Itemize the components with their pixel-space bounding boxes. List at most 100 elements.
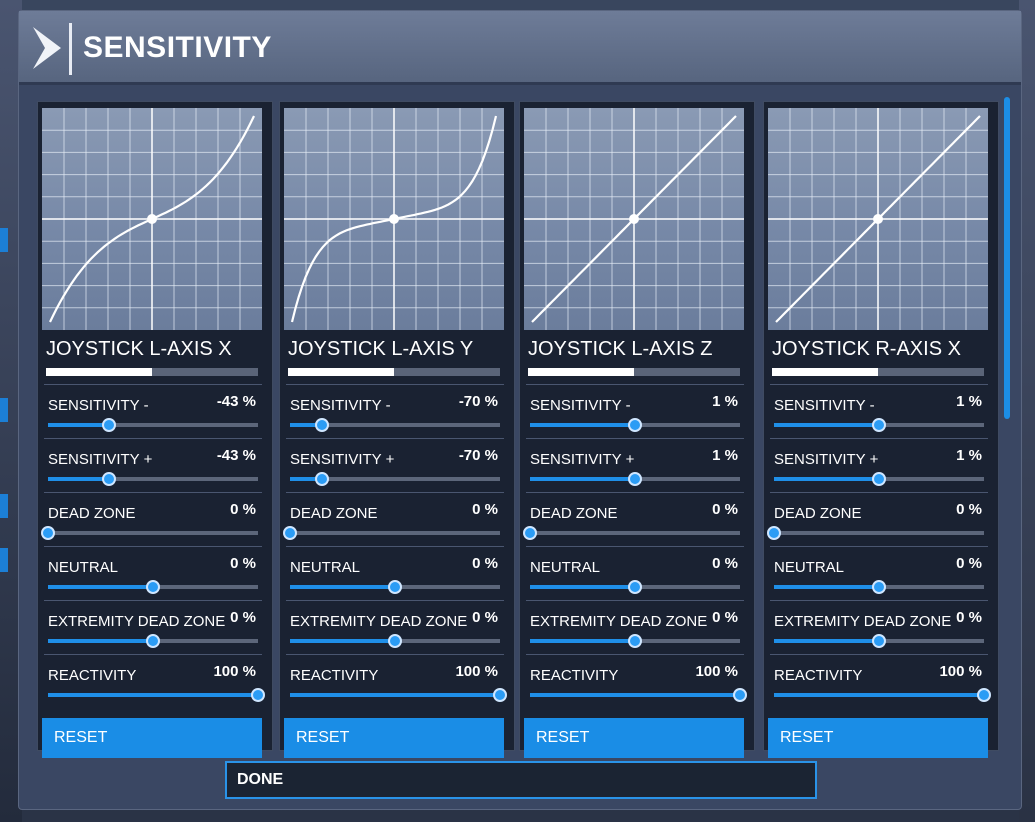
slider-knob[interactable] xyxy=(101,472,116,486)
slider-track[interactable] xyxy=(774,634,984,648)
setting-extremity-dead-zone: EXTREMITY DEAD ZONE 0 % xyxy=(44,600,262,654)
setting-reactivity: REACTIVITY 100 % xyxy=(44,654,265,708)
slider-knob[interactable] xyxy=(41,526,55,540)
slider-knob[interactable] xyxy=(733,688,747,702)
slider-knob[interactable] xyxy=(628,634,642,648)
background-left xyxy=(0,0,22,822)
axis-name: JOYSTICK R-AXIS X xyxy=(772,338,961,360)
slider-knob[interactable] xyxy=(146,580,160,594)
setting-label: REACTIVITY xyxy=(530,667,619,684)
setting-value: 0 % xyxy=(712,501,738,518)
slider-track[interactable] xyxy=(41,526,258,540)
slider-fill xyxy=(48,693,258,697)
slider-knob[interactable] xyxy=(872,634,886,648)
setting-extremity-dead-zone: EXTREMITY DEAD ZONE 0 % xyxy=(770,600,988,654)
slider-track[interactable] xyxy=(530,418,740,432)
slider-track[interactable] xyxy=(523,526,740,540)
slider-track[interactable] xyxy=(774,418,984,432)
setting-sensitivity: SENSITIVITY - -70 % xyxy=(286,384,504,438)
slider-track[interactable] xyxy=(48,688,265,702)
slider-knob[interactable] xyxy=(146,634,160,648)
reset-button[interactable]: RESET xyxy=(768,718,988,758)
slider-track[interactable] xyxy=(290,472,500,486)
setting-sensitivity: SENSITIVITY + 1 % xyxy=(770,438,988,492)
setting-label: SENSITIVITY - xyxy=(290,397,391,414)
slider-track[interactable] xyxy=(290,688,507,702)
setting-value: 1 % xyxy=(712,393,738,410)
setting-neutral: NEUTRAL 0 % xyxy=(286,546,504,600)
response-curve-graph xyxy=(42,108,262,330)
slider-track[interactable] xyxy=(774,580,984,594)
slider-knob[interactable] xyxy=(628,418,642,432)
axis-input-fill xyxy=(288,368,394,376)
scrollbar[interactable] xyxy=(1004,97,1010,419)
slider-track[interactable] xyxy=(48,634,258,648)
slider-track[interactable] xyxy=(48,418,258,432)
slider-track[interactable] xyxy=(530,688,747,702)
axis-input-bar xyxy=(528,368,740,376)
setting-extremity-dead-zone: EXTREMITY DEAD ZONE 0 % xyxy=(286,600,504,654)
response-curve-graph xyxy=(284,108,504,330)
slider-fill xyxy=(290,693,500,697)
setting-neutral: NEUTRAL 0 % xyxy=(770,546,988,600)
slider-track[interactable] xyxy=(290,634,500,648)
slider-track[interactable] xyxy=(290,418,500,432)
setting-sensitivity: SENSITIVITY + -43 % xyxy=(44,438,262,492)
axis-name: JOYSTICK L-AXIS Y xyxy=(288,338,474,360)
slider-knob[interactable] xyxy=(872,472,886,486)
slider-fill xyxy=(530,585,635,589)
slider-knob[interactable] xyxy=(101,418,116,432)
slider-knob[interactable] xyxy=(493,688,507,702)
slider-knob[interactable] xyxy=(314,472,329,486)
setting-sensitivity: SENSITIVITY - 1 % xyxy=(526,384,744,438)
axis-panel: JOYSTICK R-AXIS X SENSITIVITY - 1 % SENS… xyxy=(763,101,999,758)
slider-track[interactable] xyxy=(530,580,740,594)
slider-knob[interactable] xyxy=(251,688,265,702)
slider-knob[interactable] xyxy=(388,634,402,648)
axis-input-fill xyxy=(528,368,634,376)
slider-knob[interactable] xyxy=(628,472,642,486)
reset-button[interactable]: RESET xyxy=(284,718,504,758)
slider-knob[interactable] xyxy=(314,418,329,432)
slider-knob[interactable] xyxy=(388,580,402,594)
setting-extremity-dead-zone: EXTREMITY DEAD ZONE 0 % xyxy=(526,600,744,654)
slider-knob[interactable] xyxy=(767,526,781,540)
axis-panel: JOYSTICK L-AXIS Y SENSITIVITY - -70 % SE… xyxy=(279,101,515,758)
slider-fill xyxy=(290,477,322,481)
setting-label: NEUTRAL xyxy=(290,559,361,576)
slider-track[interactable] xyxy=(290,580,500,594)
setting-label: SENSITIVITY - xyxy=(530,397,631,414)
setting-label: NEUTRAL xyxy=(530,559,601,576)
setting-value: 0 % xyxy=(472,555,498,572)
page-title: SENSITIVITY xyxy=(83,31,272,64)
setting-label: NEUTRAL xyxy=(48,559,119,576)
reset-button[interactable]: RESET xyxy=(42,718,262,758)
slider-track[interactable] xyxy=(48,472,258,486)
slider-fill xyxy=(774,477,879,481)
setting-sensitivity: SENSITIVITY + 1 % xyxy=(526,438,744,492)
slider-knob[interactable] xyxy=(523,526,537,540)
slider-knob[interactable] xyxy=(977,688,991,702)
slider-fill xyxy=(774,693,984,697)
slider-fill xyxy=(530,423,635,427)
slider-track[interactable] xyxy=(530,634,740,648)
neutral-point xyxy=(629,214,639,224)
slider-knob[interactable] xyxy=(872,418,886,432)
setting-value: 0 % xyxy=(956,501,982,518)
slider-track[interactable] xyxy=(283,526,500,540)
slider-track[interactable] xyxy=(774,472,984,486)
slider-track[interactable] xyxy=(767,526,984,540)
setting-value: -43 % xyxy=(216,393,256,410)
background-accent xyxy=(0,398,8,422)
slider-knob[interactable] xyxy=(872,580,886,594)
slider-track[interactable] xyxy=(530,472,740,486)
slider-fill xyxy=(48,477,109,481)
done-button[interactable]: DONE xyxy=(225,761,817,799)
reset-button[interactable]: RESET xyxy=(524,718,744,758)
slider-track[interactable] xyxy=(48,580,258,594)
chevron-right-icon xyxy=(33,27,61,69)
axis-name: JOYSTICK L-AXIS X xyxy=(46,338,232,360)
slider-knob[interactable] xyxy=(283,526,297,540)
slider-knob[interactable] xyxy=(628,580,642,594)
slider-track[interactable] xyxy=(774,688,991,702)
